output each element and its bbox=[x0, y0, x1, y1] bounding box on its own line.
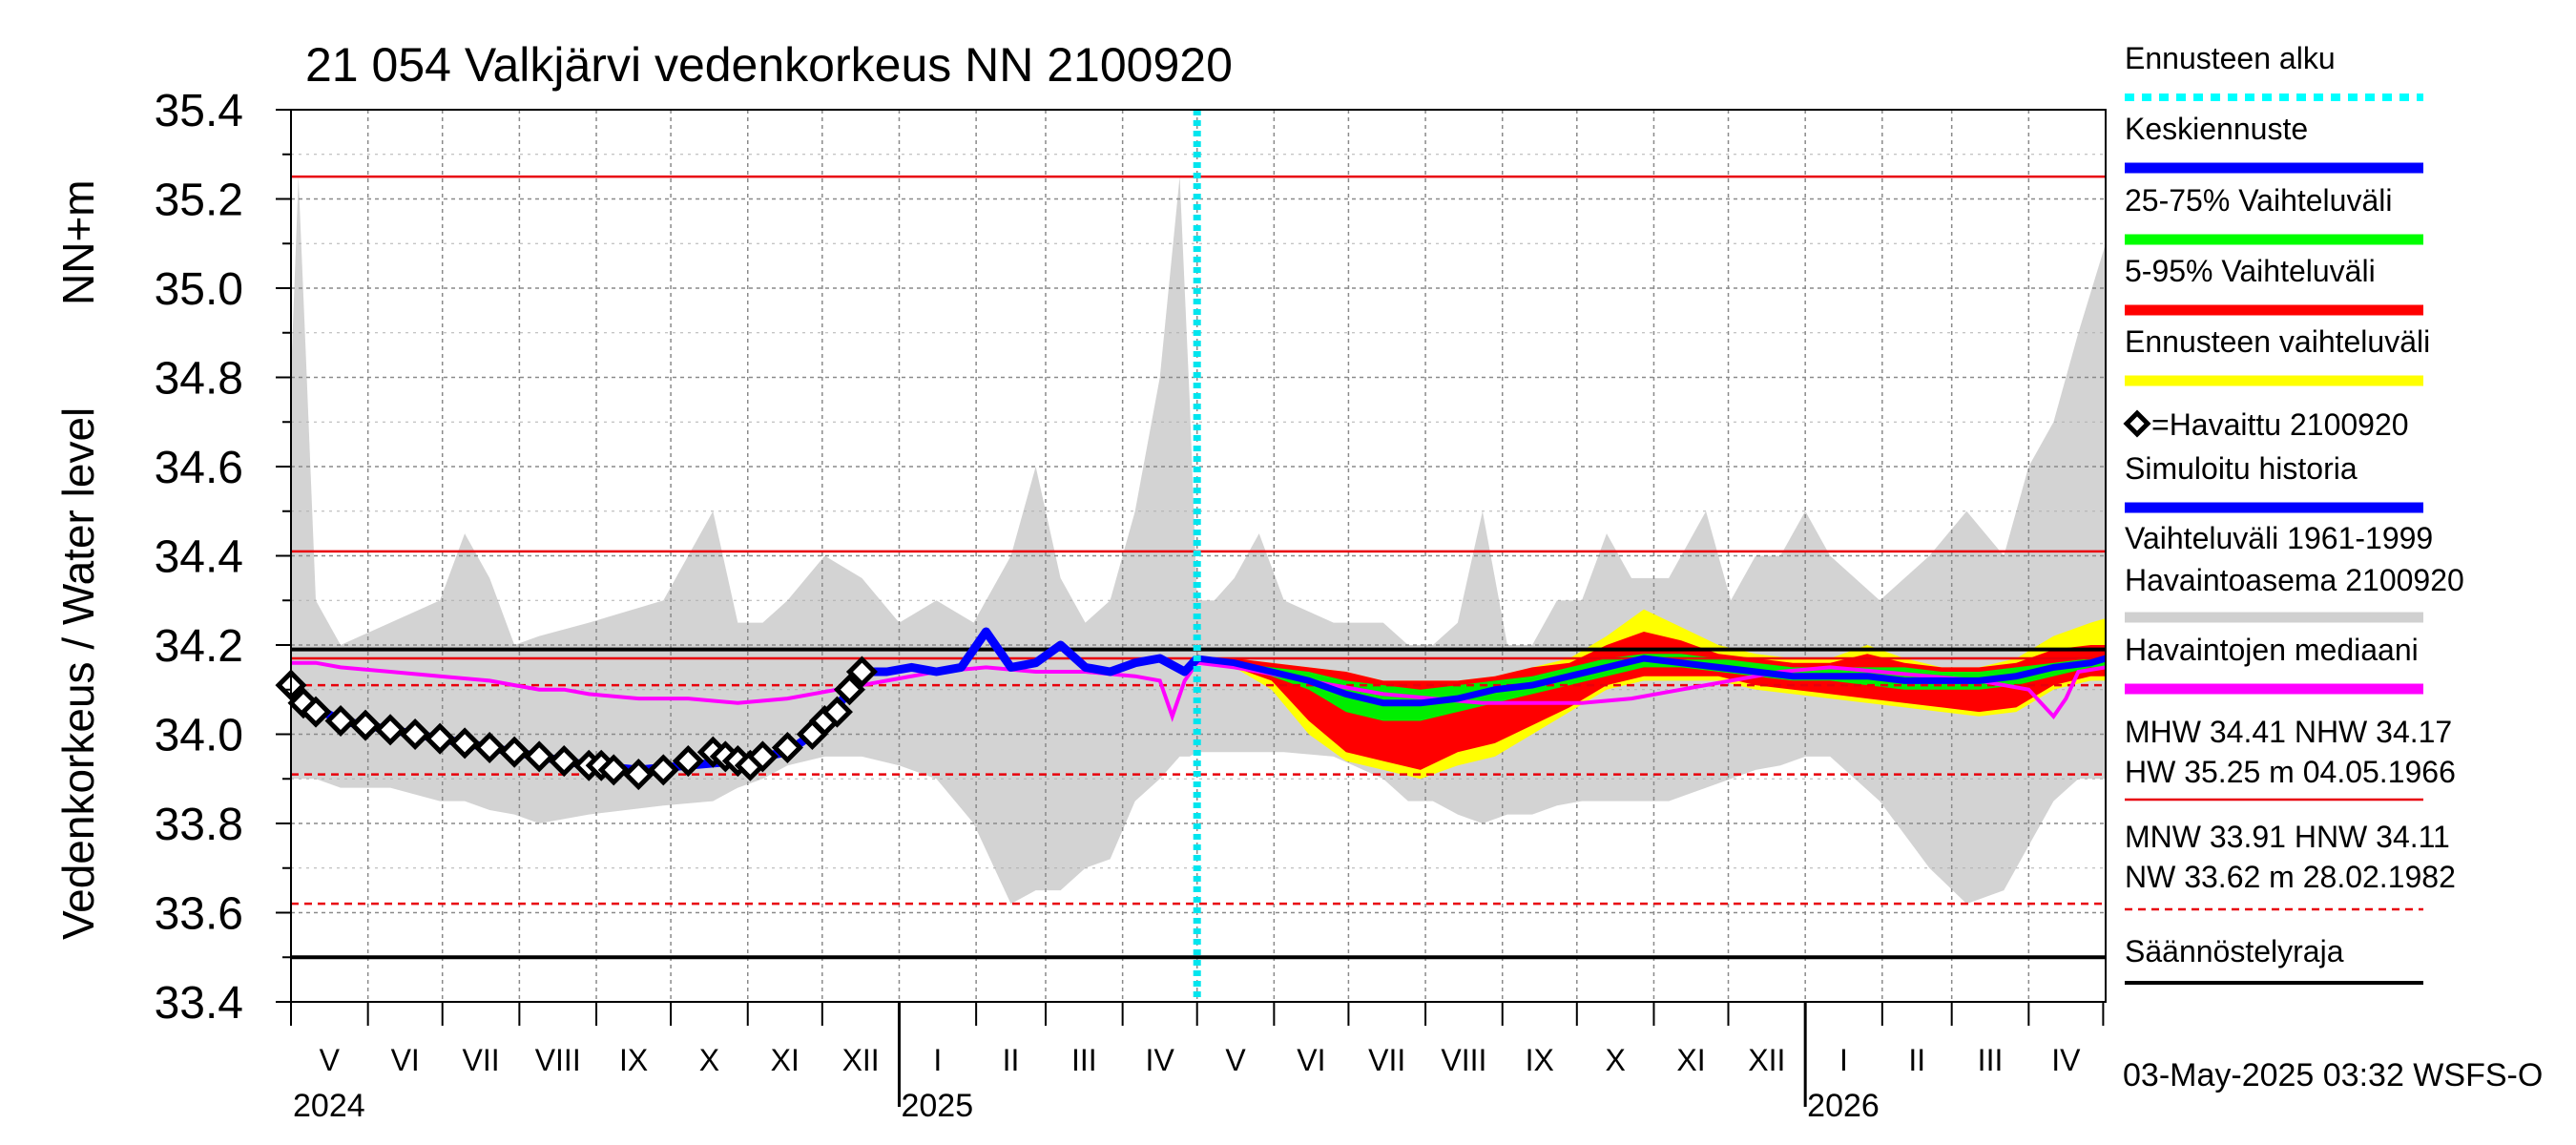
x-month-label: XI bbox=[771, 1043, 800, 1077]
band-5-95 bbox=[1196, 632, 2106, 770]
legend-entry: Simuloitu historia bbox=[2125, 451, 2423, 513]
y-tick-label: 33.8 bbox=[155, 800, 243, 850]
x-month-label: VII bbox=[462, 1043, 499, 1077]
observed-point bbox=[821, 696, 853, 728]
legend-entry: Keskiennuste bbox=[2125, 112, 2423, 174]
observed-point bbox=[845, 656, 878, 688]
observed-point bbox=[324, 704, 357, 738]
x-month-label: I bbox=[1839, 1043, 1848, 1077]
grid bbox=[291, 109, 2106, 1003]
legend-entry: Havaintojen mediaani bbox=[2125, 633, 2423, 695]
y-tick-label: 34.0 bbox=[155, 711, 243, 761]
legend-label: 5-95% Vaihteluväli bbox=[2125, 254, 2376, 288]
observed-series bbox=[275, 656, 878, 791]
legend-label: Ennusteen vaihteluväli bbox=[2125, 324, 2430, 359]
x-year-label: 2025 bbox=[901, 1088, 973, 1124]
x-month-label: IV bbox=[1146, 1043, 1175, 1077]
x-month-label: XII bbox=[1748, 1043, 1785, 1077]
observed-point bbox=[523, 740, 555, 773]
x-year-label: 2024 bbox=[293, 1088, 365, 1124]
y-tick-label: 34.2 bbox=[155, 621, 243, 672]
x-month-label: XI bbox=[1676, 1043, 1705, 1077]
stat-hw: HW 35.25 m 04.05.1966 bbox=[2125, 755, 2456, 789]
observed-point bbox=[374, 714, 406, 746]
legend-marker bbox=[2123, 409, 2151, 438]
x-month-label: I bbox=[933, 1043, 942, 1077]
x-year-label: 2026 bbox=[1807, 1088, 1880, 1124]
x-month-label: VIII bbox=[535, 1043, 581, 1077]
x-month-label: II bbox=[1908, 1043, 1925, 1077]
legend-entry: Ennusteen alku bbox=[2125, 41, 2423, 101]
x-month-label: II bbox=[1003, 1043, 1020, 1077]
y-tick-label: 35.4 bbox=[155, 86, 243, 136]
observed-point bbox=[672, 745, 704, 778]
plot-area bbox=[275, 109, 2108, 1003]
x-axis: V VI VII VIII IX X XI XII I II III IV V VI VII VIII IX X X… bbox=[290, 1001, 2106, 1124]
x-month-label: IV bbox=[2051, 1043, 2081, 1077]
y-tick-label: 35.0 bbox=[155, 264, 243, 315]
observed-point bbox=[448, 727, 481, 760]
y-tick-label: 33.6 bbox=[155, 889, 243, 940]
legend-regulation-label: Säännöstelyraja bbox=[2125, 934, 2344, 968]
observed-point bbox=[622, 759, 654, 791]
x-month-label: VII bbox=[1368, 1043, 1405, 1077]
observed-point bbox=[399, 718, 431, 751]
x-month-label: V bbox=[1225, 1043, 1246, 1077]
observed-point bbox=[771, 731, 803, 764]
historical-range-area bbox=[291, 177, 2106, 905]
observed-point bbox=[833, 674, 865, 706]
observed-point bbox=[424, 722, 456, 755]
observed-point bbox=[498, 736, 530, 768]
stat-mnw-hnw: MNW 33.91 HNW 34.11 bbox=[2125, 820, 2450, 854]
observed-point bbox=[597, 754, 630, 786]
legend-label: Vaihteluväli 1961-1999 bbox=[2125, 521, 2433, 555]
y-tick-label: 34.8 bbox=[155, 354, 243, 405]
x-month-label: III bbox=[1071, 1043, 1097, 1077]
y-axis-label: Vedenkorkeus / Water level bbox=[53, 407, 103, 940]
legend-entry: 25-75% Vaihteluväli bbox=[2125, 183, 2423, 245]
observed-point bbox=[349, 709, 382, 741]
observed-point bbox=[473, 731, 506, 764]
chart-title: 21 054 Valkjärvi vedenkorkeus NN 2100920 bbox=[305, 38, 1233, 92]
legend-label: Havaintojen mediaani bbox=[2125, 633, 2419, 667]
stats-block: MHW 34.41 NHW 34.17 HW 35.25 m 04.05.1966… bbox=[2125, 715, 2456, 985]
footer-timestamp: 03-May-2025 03:32 WSFS-O bbox=[2123, 1057, 2543, 1093]
x-month-label: VIII bbox=[1441, 1043, 1486, 1077]
observed-point bbox=[746, 740, 779, 773]
x-month-label: XII bbox=[842, 1043, 880, 1077]
legend-label-second-line: Havaintoasema 2100920 bbox=[2125, 563, 2464, 597]
legend-entry: 5-95% Vaihteluväli bbox=[2125, 254, 2423, 316]
legend-entry: Vaihteluväli 1961-1999 Havaintoasema 210… bbox=[2125, 521, 2464, 623]
forecast-mean-line bbox=[1196, 655, 2108, 707]
x-month-label: VI bbox=[1297, 1043, 1325, 1077]
y-axis: 35.4 35.2 35.0 34.8 34.6 34.4 34.2 34.0 33.8 33.6… bbox=[155, 86, 291, 1029]
x-month-label: IX bbox=[1526, 1043, 1554, 1077]
y-tick-label: 34.6 bbox=[155, 443, 243, 493]
x-month-label: X bbox=[699, 1043, 719, 1077]
x-month-label: IX bbox=[619, 1043, 648, 1077]
x-month-label: X bbox=[1605, 1043, 1625, 1077]
legend-label: Keskiennuste bbox=[2125, 112, 2308, 146]
stat-mhw-nhw: MHW 34.41 NHW 34.17 bbox=[2125, 715, 2452, 749]
observed-point bbox=[548, 745, 580, 778]
x-month-label: III bbox=[1978, 1043, 2004, 1077]
legend-label: =Havaittu 2100920 bbox=[2151, 407, 2409, 442]
legend: Ennusteen alku Keskiennuste 25-75% Vaihtel… bbox=[2123, 41, 2464, 985]
legend-label: 25-75% Vaihteluväli bbox=[2125, 183, 2392, 218]
x-month-label: V bbox=[320, 1043, 341, 1077]
median-line bbox=[291, 660, 2107, 722]
legend-label: Ennusteen alku bbox=[2125, 41, 2336, 75]
y-tick-label: 34.4 bbox=[155, 532, 243, 583]
stat-nw: NW 33.62 m 28.02.1982 bbox=[2125, 860, 2456, 894]
observed-point bbox=[647, 754, 679, 786]
legend-entry: Ennusteen vaihteluväli bbox=[2125, 324, 2430, 386]
observed-point bbox=[300, 696, 332, 728]
legend-label: Simuloitu historia bbox=[2125, 451, 2358, 486]
x-month-label: VI bbox=[391, 1043, 420, 1077]
y-axis-label-unit: NN+m bbox=[53, 179, 103, 305]
y-tick-label: 33.4 bbox=[155, 978, 243, 1029]
legend-entry: =Havaittu 2100920 bbox=[2123, 407, 2409, 442]
y-tick-label: 35.2 bbox=[155, 176, 243, 226]
